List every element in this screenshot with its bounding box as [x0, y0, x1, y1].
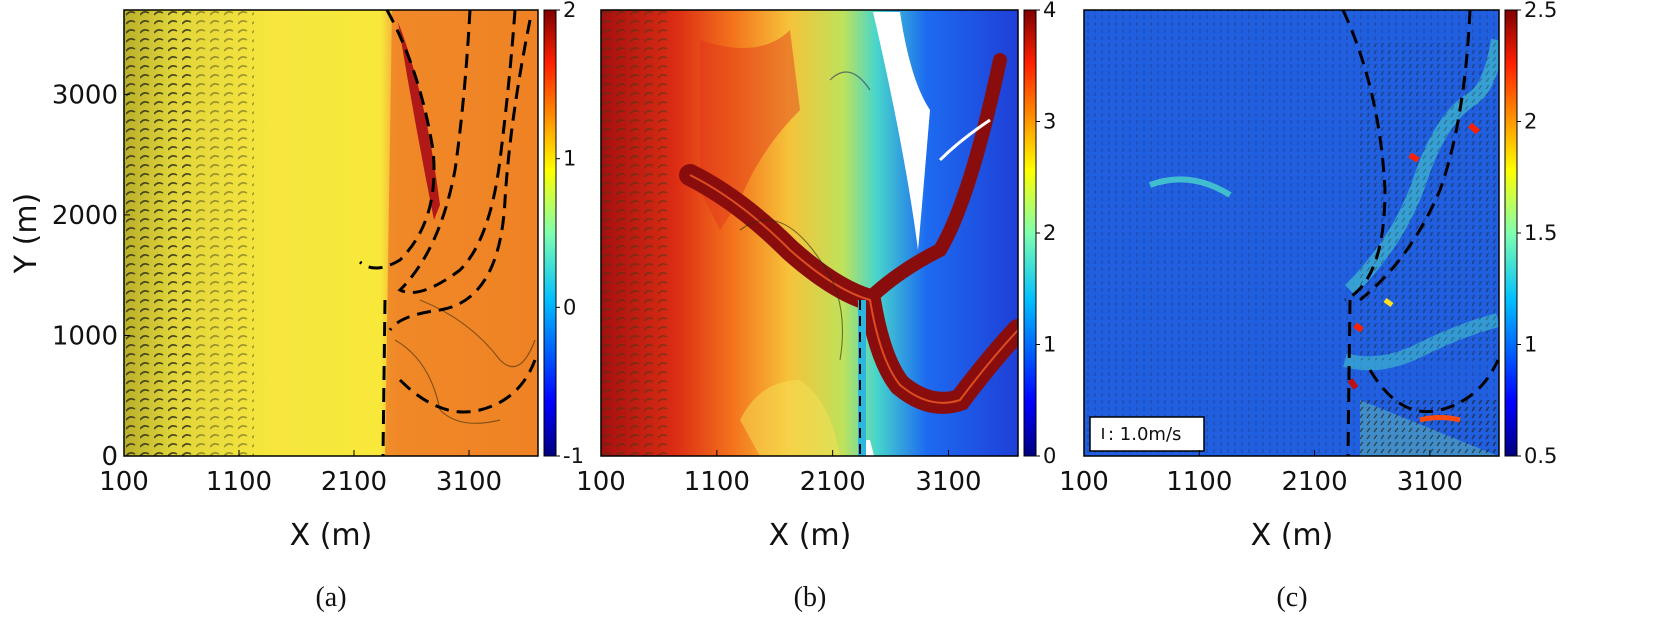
- x-tick-label: 100: [1059, 467, 1109, 497]
- x-tick-label: 3100: [1397, 467, 1463, 497]
- panel-b-x-ticks: 100 1100 2100 3100: [576, 450, 982, 497]
- colorbar-tick-label: 4: [1043, 0, 1056, 22]
- colorbar-tick-label: 2: [1524, 110, 1537, 134]
- y-tick-label: 0: [101, 442, 118, 472]
- x-tick-label: 1100: [206, 467, 272, 497]
- panel-a-colorbar-ticks: 2 1 0 -1: [556, 0, 584, 468]
- panel-c-colorbar: [1504, 9, 1518, 457]
- panel-b-colorbar: [1023, 9, 1037, 457]
- panel-a-frame: [123, 9, 539, 457]
- colorbar-tick-label: 1.5: [1524, 221, 1557, 245]
- panel-b-caption: (b): [794, 582, 827, 613]
- panel-a-y-ticks: 0 1000 2000 3000: [52, 80, 130, 472]
- panel-c-caption: (c): [1276, 582, 1307, 613]
- x-tick-label: 2100: [321, 467, 387, 497]
- panel-b-frame: [600, 9, 1019, 457]
- colorbar-tick-label: 0: [1043, 444, 1056, 468]
- x-tick-label: 1100: [684, 467, 750, 497]
- colorbar-tick-label: 1: [1524, 333, 1537, 357]
- x-tick-label: 1100: [1166, 467, 1232, 497]
- colorbar-tick-label: -1: [563, 444, 584, 468]
- colorbar-tick-label: 2: [1043, 221, 1056, 245]
- x-tick-label: 100: [99, 467, 149, 497]
- x-tick-label: 2100: [1281, 467, 1347, 497]
- panel-a-x-ticks: 100 1100 2100 3100: [99, 450, 502, 497]
- panel-b-heatmap: [601, 10, 1018, 456]
- colorbar-tick-label: 1: [563, 147, 576, 171]
- panel-a-heatmap: [124, 10, 538, 456]
- colorbar-tick-label: 3: [1043, 110, 1056, 134]
- panel-a-x-axis-label: X (m): [290, 518, 373, 553]
- panel-c-frame: [1083, 9, 1500, 457]
- panel-b: 100 1100 2100 3100 X (m) 4 3 2 1 0 (b): [576, 0, 1056, 613]
- panel-b-colorbar-ticks: 4 3 2 1 0: [1036, 0, 1056, 468]
- panel-c: : 1.0m/s 100 1100 2100 3100 X (m) 2.521.510…: [1059, 0, 1557, 613]
- panel-c-x-axis-label: X (m): [1251, 518, 1334, 553]
- colorbar-tick-label: 0: [563, 295, 576, 319]
- panel-c-heatmap: [1084, 10, 1499, 456]
- x-tick-label: 100: [576, 467, 626, 497]
- panel-c-colorbar-ticks: 2.5 2 1.5 1 0.5: [1517, 0, 1557, 468]
- colorbar-tick-label: 2.5: [1524, 0, 1557, 22]
- reference-vector-box: [1089, 416, 1205, 452]
- panel-b-x-axis-label: X (m): [769, 518, 852, 553]
- x-tick-label: 3100: [915, 467, 981, 497]
- panel-a-caption: (a): [315, 582, 346, 613]
- colorbar-tick-label: 0.5: [1524, 444, 1557, 468]
- x-tick-label: 2100: [800, 467, 866, 497]
- panel-a: 100 1100 2100 3100 0 1000 2000 3000 X (m) Y (m…: [9, 0, 584, 613]
- colorbar-tick-label: 2: [563, 0, 576, 22]
- x-tick-label: 3100: [436, 467, 502, 497]
- y-tick-label: 1000: [52, 321, 118, 351]
- panel-c-x-ticks: 100 1100 2100 3100: [1059, 450, 1463, 497]
- y-tick-label: 3000: [52, 80, 118, 110]
- panel-a-colorbar: [543, 9, 557, 457]
- colorbar-tick-label: 1: [1043, 333, 1056, 357]
- y-tick-label: 2000: [52, 201, 118, 231]
- reference-vector-label: : 1.0m/s: [1108, 424, 1181, 445]
- reference-vector-legend: : 1.0m/s: [1089, 416, 1205, 452]
- panel-a-y-axis-label: Y (m): [9, 193, 44, 275]
